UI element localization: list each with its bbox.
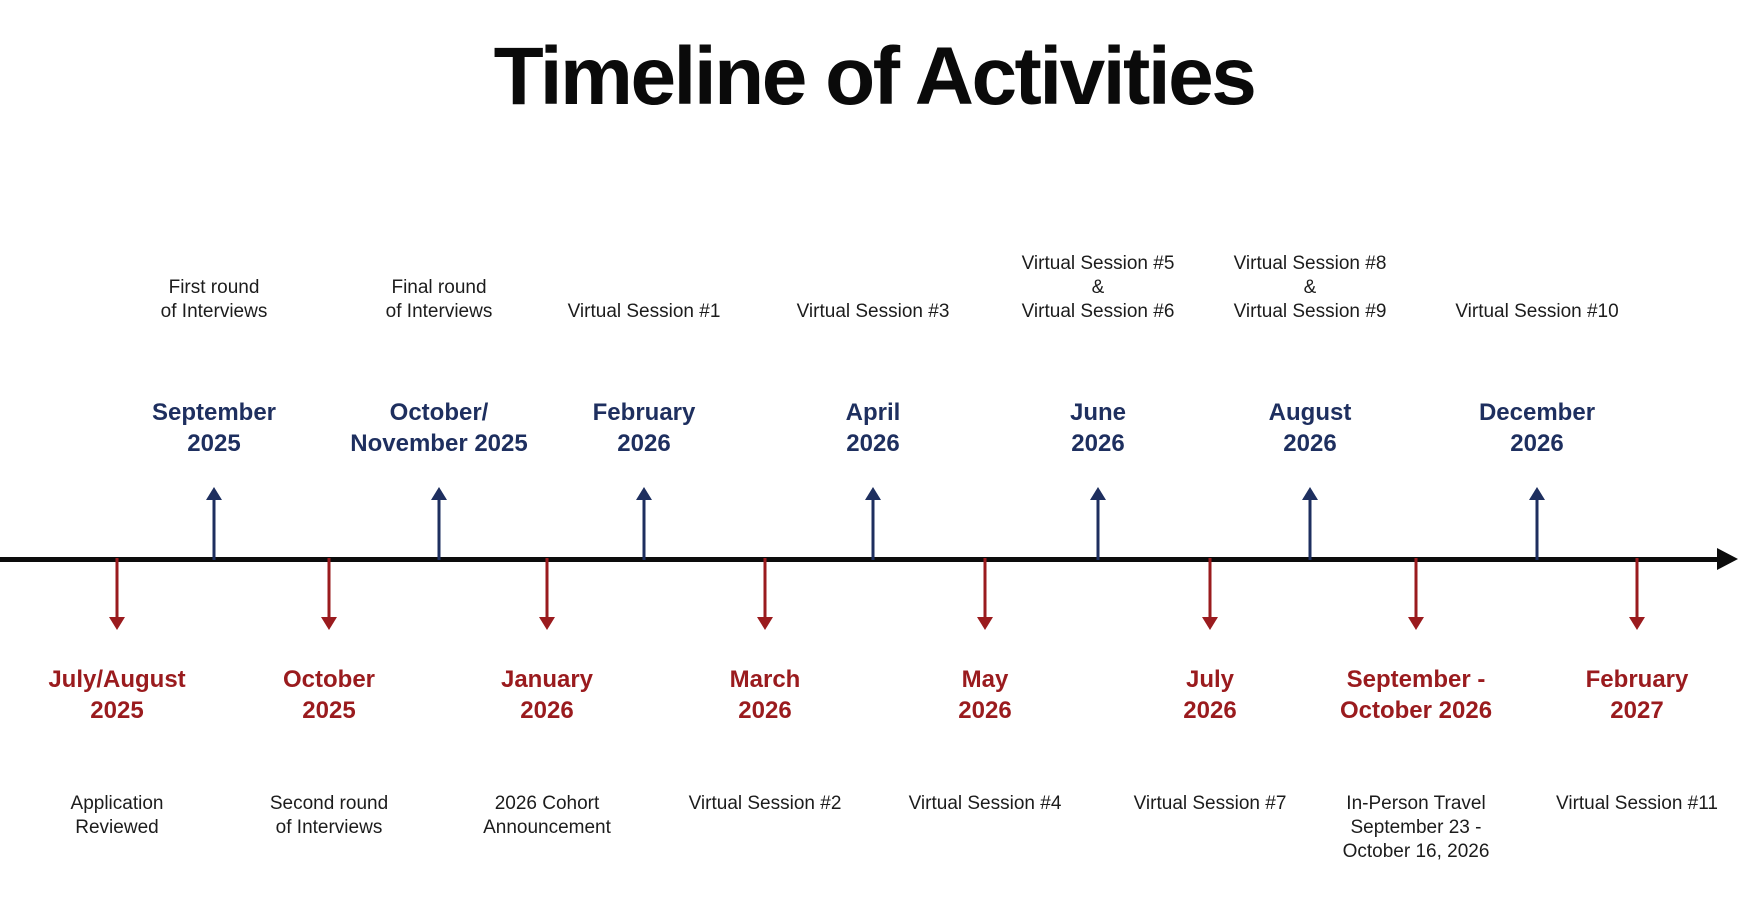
event-date: February 2027 — [1585, 666, 1689, 724]
event-date: April 2026 — [845, 399, 901, 457]
event-description: Virtual Session #5 & Virtual Session #6 — [1021, 253, 1175, 322]
down-arrow-icon — [1414, 558, 1418, 618]
event-description: Virtual Session #11 — [1556, 793, 1718, 814]
up-arrowhead-icon — [1529, 487, 1545, 500]
up-arrowhead-icon — [431, 487, 447, 500]
down-arrowhead-icon — [977, 617, 993, 630]
event-description: Application Reviewed — [70, 793, 164, 838]
down-arrowhead-icon — [1408, 617, 1424, 630]
down-arrowhead-icon — [109, 617, 125, 630]
up-arrowhead-icon — [1302, 487, 1318, 500]
up-arrow-icon — [871, 498, 875, 560]
down-arrow-icon — [545, 558, 549, 618]
down-arrow-icon — [327, 558, 331, 618]
event-date: August 2026 — [1268, 399, 1352, 457]
up-arrowhead-icon — [636, 487, 652, 500]
event-description: Virtual Session #1 — [567, 301, 721, 322]
event-description: Virtual Session #8 & Virtual Session #9 — [1233, 253, 1387, 322]
event-date: March 2026 — [729, 666, 801, 724]
event-description: Virtual Session #10 — [1455, 301, 1619, 322]
event-date: July 2026 — [1183, 666, 1237, 724]
timeline-axis — [0, 557, 1720, 562]
down-arrow-icon — [763, 558, 767, 618]
event-description: 2026 Cohort Announcement — [483, 793, 611, 838]
event-date: October 2025 — [282, 666, 376, 724]
down-arrow-icon — [1208, 558, 1212, 618]
event-date: June 2026 — [1069, 399, 1127, 457]
up-arrow-icon — [1535, 498, 1539, 560]
down-arrow-icon — [115, 558, 119, 618]
event-description: Virtual Session #4 — [908, 793, 1062, 814]
event-date: September 2025 — [151, 399, 277, 457]
event-date: January 2026 — [500, 666, 594, 724]
event-description: Virtual Session #2 — [688, 793, 842, 814]
up-arrow-icon — [437, 498, 441, 560]
event-description: Final round of Interviews — [385, 277, 493, 322]
event-date: February 2026 — [592, 399, 696, 457]
up-arrowhead-icon — [865, 487, 881, 500]
event-date: October/ November 2025 — [350, 399, 528, 457]
event-date: July/August 2025 — [48, 666, 186, 724]
down-arrowhead-icon — [1629, 617, 1645, 630]
event-description: Virtual Session #7 — [1133, 793, 1287, 814]
event-date: May 2026 — [958, 666, 1012, 724]
event-date: December 2026 — [1478, 399, 1596, 457]
down-arrowhead-icon — [1202, 617, 1218, 630]
event-description: Virtual Session #3 — [796, 301, 950, 322]
up-arrow-icon — [642, 498, 646, 560]
event-description: Second round of Interviews — [269, 793, 389, 838]
event-date: September - October 2026 — [1339, 666, 1493, 724]
down-arrow-icon — [1635, 558, 1639, 618]
up-arrowhead-icon — [1090, 487, 1106, 500]
down-arrowhead-icon — [321, 617, 337, 630]
event-description: In-Person Travel September 23 - October … — [1342, 793, 1490, 862]
down-arrowhead-icon — [539, 617, 555, 630]
down-arrowhead-icon — [757, 617, 773, 630]
up-arrow-icon — [1096, 498, 1100, 560]
up-arrowhead-icon — [206, 487, 222, 500]
page-title: Timeline of Activities — [493, 31, 1257, 122]
event-description: First round of Interviews — [160, 277, 268, 322]
down-arrow-icon — [983, 558, 987, 618]
timeline-axis-arrow-icon — [1717, 548, 1738, 570]
up-arrow-icon — [212, 498, 216, 560]
up-arrow-icon — [1308, 498, 1312, 560]
